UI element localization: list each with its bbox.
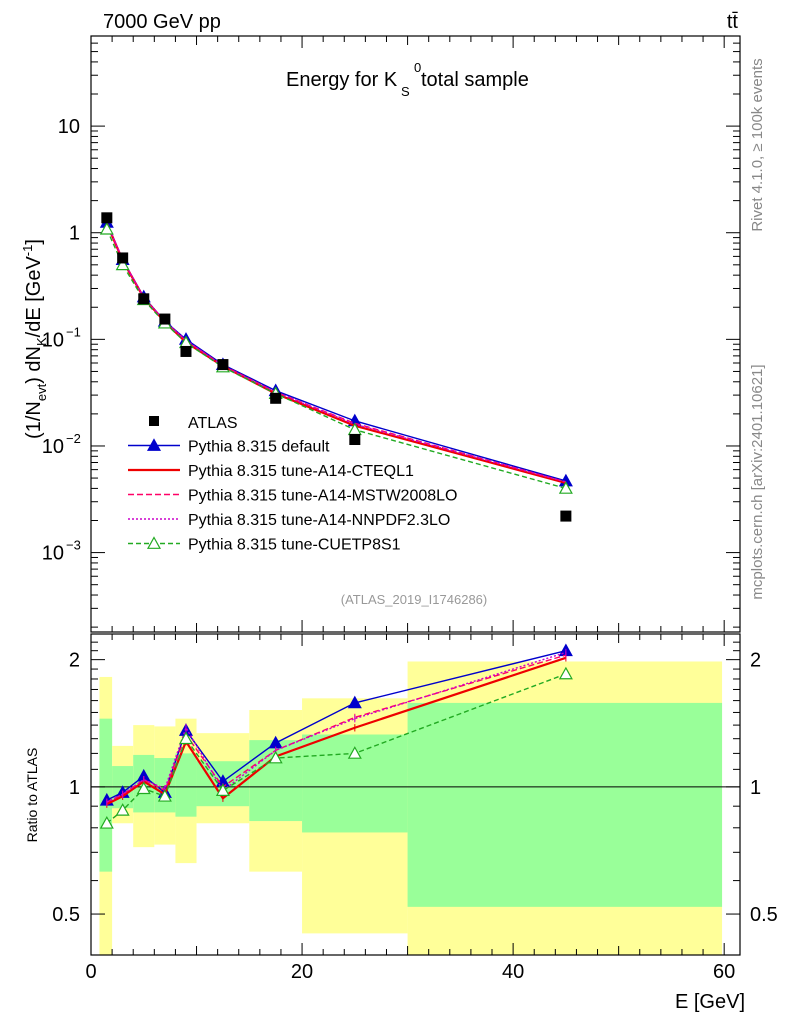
- series-point-ratio-4: [347, 746, 362, 759]
- plot-title-sub: S: [401, 84, 410, 99]
- series-point-ratio-4: [115, 803, 130, 816]
- ratio-y-tick-label-right: 2: [750, 650, 761, 672]
- main-y-axis-title: (1/Nevt) dNK/dE [GeV-1]: [20, 239, 49, 439]
- legend-marker-data: [149, 416, 159, 426]
- main-y-tick-exp: −1: [66, 324, 81, 339]
- series-point-ratio-4: [99, 816, 114, 829]
- main-y-tick-exp: −3: [66, 538, 81, 553]
- series-point-ratio-4: [157, 789, 172, 802]
- ratio-y-tick-label: 1: [69, 777, 80, 799]
- legend-label-4: Pythia 8.315 tune-CUETP8S1: [188, 537, 401, 554]
- band-green-4: [175, 753, 197, 817]
- series-point-ratio-4: [136, 781, 151, 795]
- data-point: [101, 212, 113, 224]
- series-point-ratio-4: [268, 750, 283, 764]
- series-line-main-0: [106, 222, 567, 482]
- side-label-top: Rivet 4.1.0, ≥ 100k events: [749, 58, 766, 231]
- x-tick-label: 60: [713, 961, 735, 983]
- data-point: [349, 434, 361, 446]
- band-green-8: [407, 702, 723, 907]
- legend-label-3: Pythia 8.315 tune-A14-NNPDF2.3LO: [188, 512, 450, 529]
- side-label-bottom: mcplots.cern.ch [arXiv:2401.10621]: [749, 364, 766, 599]
- series-point-ratio-4: [558, 666, 573, 680]
- ratio-y-axis-title: Ratio to ATLAS: [24, 748, 40, 843]
- series-point-main-4: [99, 221, 114, 235]
- series-line-main-2: [106, 222, 567, 483]
- legend-label-data: ATLAS: [188, 415, 238, 432]
- series-point-main-4: [115, 257, 130, 271]
- ratio-y-tick-label-right: 1: [750, 777, 761, 799]
- data-point: [270, 392, 282, 404]
- main-y-tick-label: 10: [42, 436, 64, 458]
- series-point-ratio-4: [178, 731, 193, 745]
- ratio-y-tick-label-right: 0.5: [750, 904, 778, 926]
- data-point: [180, 345, 192, 357]
- ratio-frame: [90, 633, 741, 956]
- plot-title-suffix: total sample: [421, 69, 529, 91]
- analysis-id: (ATLAS_2019_I1746286): [341, 592, 487, 607]
- x-tick-label: 40: [502, 961, 524, 983]
- series-point-main-4: [558, 481, 573, 494]
- main-y-tick-label: 10: [42, 543, 64, 565]
- data-point: [117, 252, 129, 264]
- data-point: [159, 313, 171, 325]
- x-tick-label: 0: [85, 961, 96, 983]
- ratio-y-tick-label: 2: [69, 650, 80, 672]
- ratio-plot: 0 20 40 60 0.5 0.5 1 1 2 2: [52, 633, 778, 983]
- legend-marker-0: [146, 438, 162, 451]
- main-frame: [90, 35, 741, 633]
- series-line-main-1: [105, 223, 567, 485]
- main-y-tick-label: 10: [58, 116, 80, 138]
- plot-title-main: Energy for K: [286, 69, 398, 91]
- data-point: [217, 359, 229, 371]
- data-point: [560, 510, 572, 522]
- series-line-main-3: [106, 222, 567, 483]
- legend: ATLAS Pythia 8.315 default Pythia 8.315 tu…: [128, 415, 457, 554]
- series-line-main-4: [106, 228, 567, 490]
- data-point: [138, 293, 150, 305]
- x-tick-label: 20: [291, 961, 313, 983]
- x-axis-title: E [GeV]: [675, 991, 745, 1013]
- process-label: tt̄: [727, 11, 739, 33]
- ratio-y-tick-label: 0.5: [52, 904, 80, 926]
- series-line-ratio-4: [106, 673, 567, 824]
- series-point-ratio-0: [347, 695, 362, 709]
- legend-label-2: Pythia 8.315 tune-A14-MSTW2008LO: [188, 488, 457, 505]
- plot-title-sup: 0: [414, 60, 421, 75]
- legend-marker-4: [146, 536, 162, 549]
- main-y-tick-label: 10: [42, 329, 64, 351]
- plot-title: Energy for K 0 S total sample: [286, 60, 529, 99]
- legend-label-1: Pythia 8.315 tune-A14-CTEQL1: [188, 463, 414, 480]
- main-y-tick-exp: −2: [66, 431, 81, 446]
- main-y-tick-label: 1: [69, 223, 80, 245]
- series-point-ratio-4: [215, 783, 230, 796]
- legend-label-0: Pythia 8.315 default: [188, 439, 330, 456]
- energy-label: 7000 GeV pp: [103, 11, 221, 33]
